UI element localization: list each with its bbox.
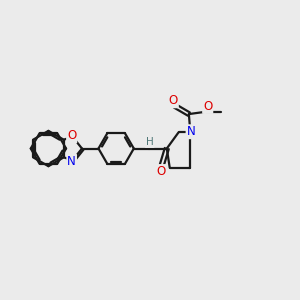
Text: O: O (203, 100, 212, 113)
Text: O: O (67, 129, 76, 142)
Text: O: O (156, 165, 166, 178)
Text: O: O (169, 94, 178, 107)
Text: N: N (67, 155, 76, 168)
Text: N: N (187, 125, 195, 138)
Text: H: H (146, 137, 154, 147)
